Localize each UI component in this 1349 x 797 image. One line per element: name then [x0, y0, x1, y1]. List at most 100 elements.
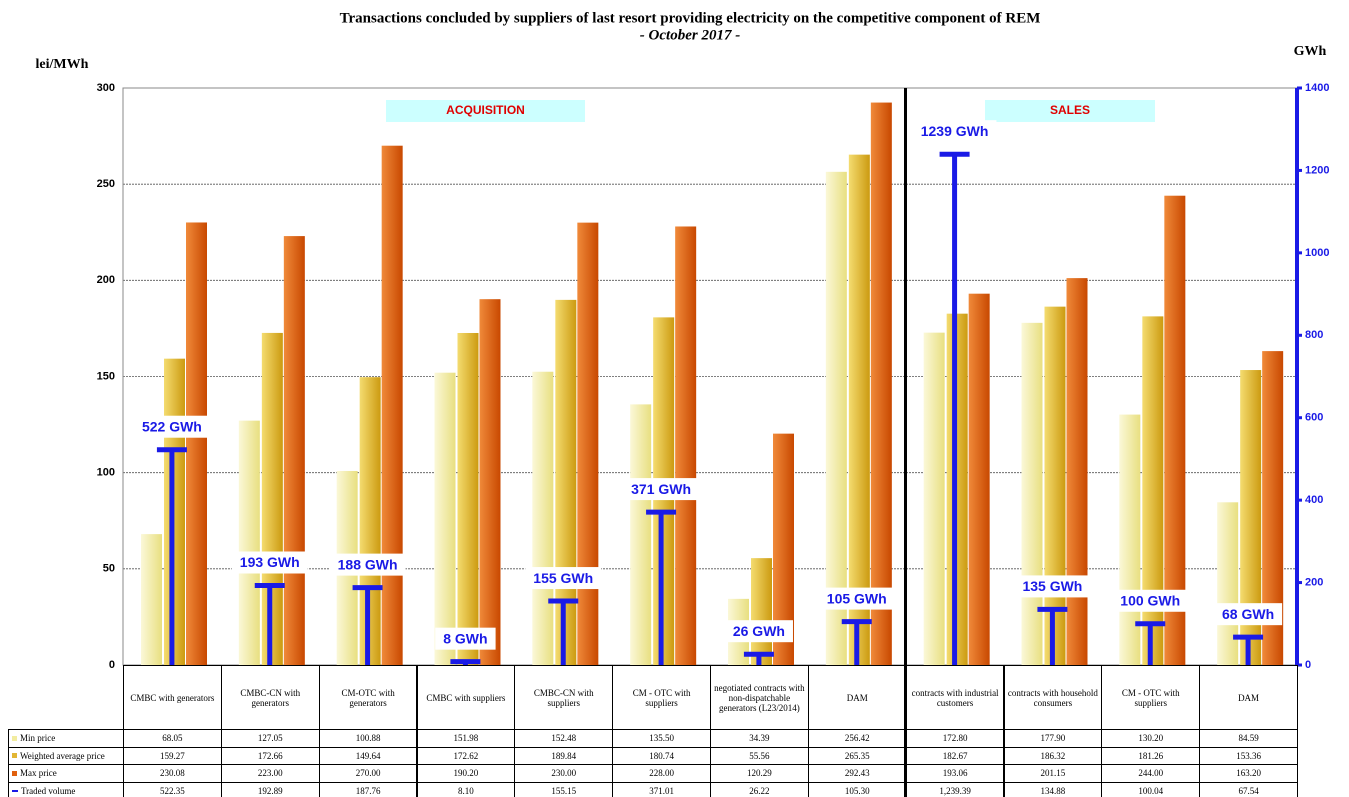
y2-tick-label: 400 — [1305, 494, 1323, 506]
legend-label: Traded volume — [21, 785, 76, 796]
category-label: DAM — [807, 665, 907, 730]
table-cell: 26.22 — [710, 781, 809, 797]
bar — [577, 222, 599, 665]
table-cell: 155.15 — [514, 781, 614, 797]
category-label: contracts with household consumers — [1003, 665, 1103, 730]
table-cell: 223.00 — [220, 764, 320, 783]
category-label: CM - OTC with suppliers — [1101, 665, 1201, 730]
volume-label-box — [1014, 575, 1091, 598]
legend-label: Weighted average price — [20, 750, 105, 761]
chart-subtitle: - October 2017 - — [640, 27, 740, 43]
legend-key — [12, 789, 18, 792]
y-axis-label: lei/MWh — [36, 57, 89, 72]
table-cell: 149.64 — [318, 746, 418, 765]
table-cell: 522.35 — [123, 781, 222, 797]
volume-label-box — [1214, 603, 1283, 626]
section-divider — [904, 88, 908, 797]
volume-label-box — [724, 620, 793, 643]
table-cell: 120.29 — [710, 764, 809, 783]
bar — [186, 222, 207, 665]
legend-label: Min price — [20, 733, 56, 744]
table-cell: 159.27 — [123, 746, 222, 765]
volume-label: 1239 GWh — [921, 123, 989, 139]
table-cell: 201.15 — [1003, 764, 1103, 783]
table-cell: 8.10 — [416, 781, 516, 797]
table-cell: 68.05 — [123, 729, 222, 748]
volume-label: 68 GWh — [1222, 606, 1274, 622]
bar — [1262, 351, 1284, 665]
bar — [1021, 322, 1043, 665]
volume-label: 8 GWh — [443, 630, 487, 646]
volume-label: 100 GWh — [1120, 592, 1180, 608]
table-cell: 230.00 — [514, 764, 614, 783]
volume-label-box — [329, 553, 406, 576]
table-cell: 1,239.39 — [905, 781, 1005, 797]
y2-axis-label: GWh — [1294, 44, 1327, 59]
y-tick-label: 200 — [97, 274, 115, 286]
bar — [141, 534, 162, 665]
volume-label-box — [912, 120, 997, 143]
table-cell: 172.66 — [220, 746, 320, 765]
category-label: negotiated contracts with non-dispatchab… — [710, 665, 809, 730]
y2-tick-label: 800 — [1305, 329, 1323, 341]
bar — [457, 332, 479, 665]
y2-tick-label: 0 — [1305, 659, 1311, 671]
y-tick-label: 300 — [97, 82, 115, 94]
volume-label: 371 GWh — [631, 481, 691, 497]
table-cell: 100.04 — [1101, 781, 1201, 797]
bar — [434, 372, 456, 665]
volume-label-box — [623, 478, 700, 501]
table-cell: 172.80 — [905, 729, 1005, 748]
bar — [381, 145, 403, 665]
bar — [479, 299, 501, 665]
volume-label-box — [231, 551, 308, 574]
category-label: CMBC-CN with generators — [220, 665, 320, 730]
volume-label-box — [818, 587, 895, 610]
bar — [532, 371, 554, 665]
section-box — [985, 100, 1155, 122]
y-tick-label: 150 — [97, 370, 115, 382]
y-tick-label: 50 — [103, 563, 115, 575]
table-cell: 292.43 — [807, 764, 907, 783]
table-cell: 230.08 — [123, 764, 222, 783]
table-cell: 371.01 — [612, 781, 711, 797]
table-cell: 193.06 — [905, 764, 1005, 783]
bar — [751, 558, 772, 665]
table-cell: 180.74 — [612, 746, 711, 765]
volume-label-box — [525, 567, 602, 590]
section-label: ACQUISITION — [446, 103, 525, 117]
y2-tick-label: 1200 — [1305, 164, 1329, 176]
table-cell: 135.50 — [612, 729, 711, 748]
y2-tick-label: 200 — [1305, 576, 1323, 588]
category-label: CMBC-CN with suppliers — [514, 665, 614, 730]
volume-label: 522 GWh — [142, 418, 202, 434]
table-cell: 189.84 — [514, 746, 614, 765]
table-cell: 130.20 — [1101, 729, 1201, 748]
volume-label: 26 GWh — [733, 623, 785, 639]
table-cell: 163.20 — [1199, 764, 1298, 783]
bar — [261, 332, 283, 665]
table-cell: 181.26 — [1101, 746, 1201, 765]
y-tick-label: 250 — [97, 178, 115, 190]
volume-label: 155 GWh — [533, 570, 593, 586]
volume-label-box — [1112, 589, 1189, 612]
section-label: SALES — [1050, 103, 1090, 117]
bar — [283, 236, 305, 665]
bar — [870, 102, 892, 665]
volume-label-box — [435, 627, 496, 650]
legend-key — [12, 770, 17, 776]
bar — [1066, 278, 1088, 665]
table-cell: 192.89 — [220, 781, 320, 797]
table-cell: 55.56 — [710, 746, 809, 765]
table-cell: 127.05 — [220, 729, 320, 748]
volume-label-box — [133, 415, 210, 438]
legend-label: Max price — [20, 768, 57, 779]
table-row-header: Weighted average price — [8, 746, 124, 765]
table-row-header: Max price — [8, 764, 124, 783]
bar — [1240, 370, 1262, 665]
category-label: DAM — [1199, 665, 1298, 730]
section-box — [386, 100, 585, 122]
bar — [848, 154, 870, 665]
